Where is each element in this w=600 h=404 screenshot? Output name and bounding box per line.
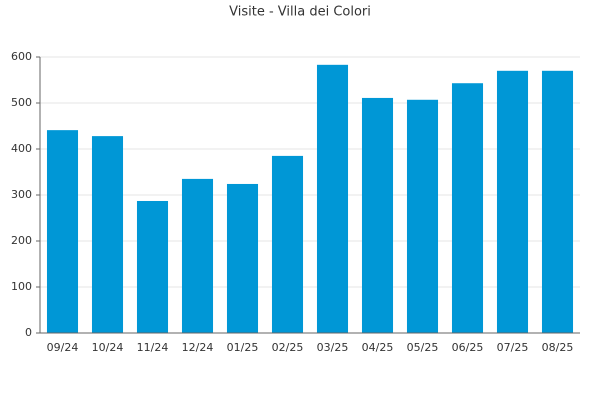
x-tick-label: 08/25 [542, 341, 574, 354]
x-tick-label: 12/24 [182, 341, 214, 354]
x-tick-label: 04/25 [362, 341, 394, 354]
bar [181, 178, 214, 333]
x-tick-label: 07/25 [497, 341, 529, 354]
y-tick-label: 200 [11, 234, 32, 247]
x-tick-label: 10/24 [92, 341, 124, 354]
x-tick-label: 05/25 [407, 341, 439, 354]
y-tick-label: 0 [25, 326, 32, 339]
x-tick-label: 06/25 [452, 341, 484, 354]
chart-title: Visite - Villa dei Colori [229, 5, 371, 20]
bar [316, 64, 349, 333]
bar [271, 155, 304, 333]
y-tick-label: 400 [11, 142, 32, 155]
x-tick-label: 01/25 [227, 341, 259, 354]
x-tick-label: 11/24 [137, 341, 169, 354]
bar [226, 183, 259, 333]
bar [451, 83, 484, 333]
x-tick-label: 09/24 [47, 341, 79, 354]
bar [91, 136, 124, 333]
bar [361, 97, 394, 333]
y-tick-label: 500 [11, 96, 32, 109]
y-tick-label: 600 [11, 50, 32, 63]
x-tick-label: 03/25 [317, 341, 349, 354]
bar [541, 70, 574, 334]
y-tick-label: 300 [11, 188, 32, 201]
bar [136, 200, 169, 333]
bar [406, 99, 439, 333]
bar [46, 130, 79, 333]
bar [496, 70, 529, 334]
y-tick-label: 100 [11, 280, 32, 293]
x-tick-label: 02/25 [272, 341, 304, 354]
